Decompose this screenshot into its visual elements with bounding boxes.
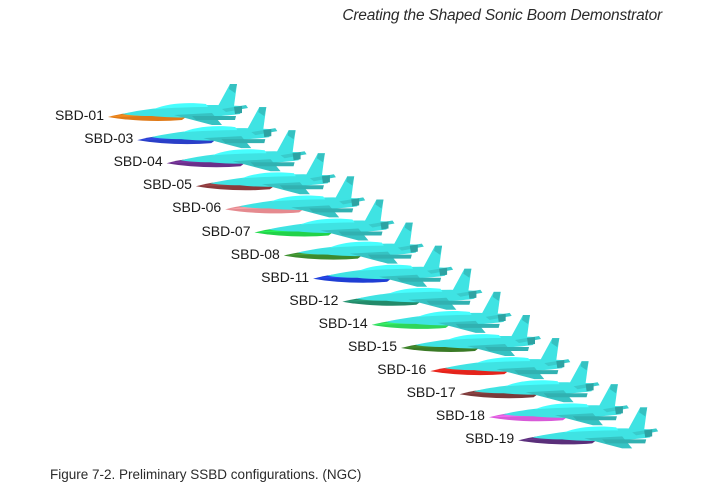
aircraft-sbd-07 [254, 199, 395, 241]
configuration-label: SBD-15 [347, 338, 397, 354]
configuration-label: SBD-14 [318, 314, 368, 331]
running-title: Creating the Shaped Sonic Boom Demonstra… [342, 7, 662, 24]
configuration-label: SBD-03 [84, 130, 134, 147]
aircraft-sbd-04 [166, 130, 307, 172]
aircraft-sbd-18 [488, 384, 629, 426]
configuration-label: SBD-18 [435, 407, 485, 424]
aircraft-sbd-01 [108, 84, 248, 125]
configuration-label: SBD-11 [261, 268, 310, 285]
configuration-label: SBD-06 [172, 199, 222, 216]
aircraft-sbd-17 [459, 361, 600, 403]
configuration-label: SBD-12 [289, 291, 339, 308]
aircraft-sbd-11 [313, 245, 454, 287]
aircraft-sbd-03 [137, 107, 278, 149]
figure-caption: Figure 7-2. Preliminary SSBD configurati… [50, 467, 362, 482]
aircraft-sbd-06 [225, 176, 366, 218]
aircraft-sbd-19 [518, 407, 659, 449]
aircraft-sbd-12 [342, 268, 483, 310]
aircraft-sbd-15 [401, 315, 541, 356]
aircraft-illustration [108, 84, 659, 449]
configuration-label: SBD-16 [377, 361, 427, 378]
aircraft-sbd-16 [430, 338, 571, 380]
figure-ssbd-configurations: SBD-01 SBD-03 SBD-04 SBD-05 SBD-06 SBD-07 SBD-… [54, 84, 659, 449]
configuration-label: SBD-05 [142, 176, 192, 193]
configuration-label: SBD-01 [54, 107, 104, 123]
configuration-label: SBD-17 [406, 384, 456, 401]
configuration-label: SBD-19 [465, 430, 515, 447]
configuration-label: SBD-07 [201, 222, 251, 239]
aircraft-sbd-14 [371, 291, 512, 333]
configuration-label: SBD-04 [113, 153, 163, 170]
configuration-label: SBD-08 [230, 245, 280, 262]
aircraft-sbd-05 [195, 153, 336, 195]
aircraft-sbd-08 [283, 222, 424, 264]
